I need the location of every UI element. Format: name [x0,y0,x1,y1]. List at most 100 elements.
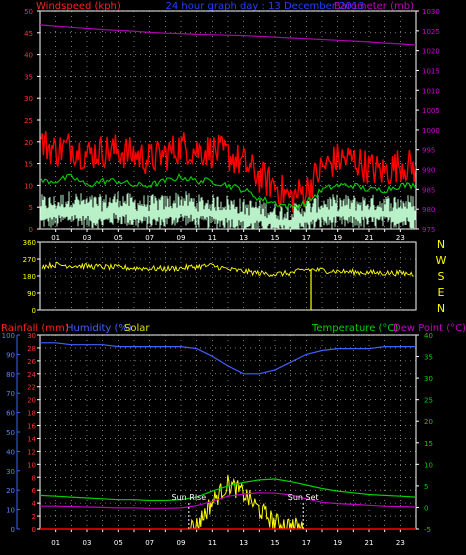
temp-hour-label: 19 [333,539,342,547]
humidity-tick-label: 20 [6,487,15,495]
sunrise-label: Sun Rise [172,493,207,502]
baro-tick-label: 975 [422,226,435,234]
barometer-line [39,24,417,46]
wind-tick-label: 15 [24,161,33,169]
direction-tick-label: 90 [27,290,36,298]
baro-tick-label: 1000 [422,127,440,135]
rainfall-tick-label: 22 [27,384,36,392]
rainfall-tick-label: 28 [27,345,36,353]
rainfall-tick-label: 20 [27,397,36,405]
rainfall-tick-label: 8 [32,474,36,482]
temperature-tick-label: 40 [424,332,433,340]
graph-title: 24 hour graph day : 13 December 2013 [166,1,365,12]
temperature-tick-label: -5 [424,526,431,534]
compass-label: N [437,302,445,315]
wind-hour-label: 11 [208,234,217,242]
humidity-tick-label: 80 [6,371,15,379]
humidity-tick-label: 0 [11,526,15,534]
baro-tick-label: 990 [422,167,435,175]
temperature-tick-label: 10 [424,461,433,469]
humidity-tick-label: 40 [6,448,15,456]
temp-hour-label: 21 [365,539,374,547]
wind-hour-label: 21 [365,234,374,242]
wind-hour-label: 13 [239,234,248,242]
average-wind-line [40,172,416,211]
solar-line [188,474,304,531]
barometer-axis-title: Barometer (mb) [334,1,414,12]
humidity-tick-label: 70 [6,390,15,398]
wind-hour-label: 17 [302,234,311,242]
humidity-tick-label: 100 [2,332,15,340]
temp-hour-label: 11 [208,539,217,547]
temperature-panel-frame [39,334,417,530]
wind-tick-label: 50 [24,8,33,16]
wind-tick-label: 30 [24,95,33,103]
minimum-wind-band [40,191,416,229]
temperature-axis-title: Temperature (°C) [311,323,398,334]
temp-hour-label: 13 [239,539,248,547]
rainfall-tick-label: 14 [27,435,36,443]
temperature-tick-label: 35 [424,354,433,362]
humidity-tick-label: 30 [6,468,15,476]
wind-hour-label: 15 [271,234,280,242]
baro-tick-label: 985 [422,186,435,194]
dewpoint-axis-title: Dew Point (°C) [393,323,466,334]
humidity-tick-label: 60 [6,410,15,418]
temperature-tick-label: 0 [424,504,428,512]
direction-tick-label: 270 [23,256,36,264]
baro-tick-label: 1030 [422,8,440,16]
temperature-tick-label: 20 [424,418,433,426]
temperature-line [39,478,417,502]
rainfall-tick-label: 10 [27,461,36,469]
solar-axis-title: Solar [124,323,150,334]
wind-hour-label: 23 [396,234,405,242]
compass-label: W [436,254,447,267]
axis-labels-group: 0510152025303540455097598098599099510001… [2,8,447,547]
gust-series-line [40,131,417,213]
direction-tick-label: 360 [23,239,36,247]
temp-hour-label: 07 [145,539,154,547]
baro-tick-label: 1025 [422,28,440,36]
rainfall-tick-label: 12 [27,448,36,456]
direction-tick-label: 0 [32,307,36,315]
wind-hour-label: 03 [83,234,92,242]
baro-tick-label: 995 [422,147,435,155]
temp-hour-label: 15 [271,539,280,547]
wind-tick-label: 35 [24,73,33,81]
wind-tick-label: 10 [24,182,33,190]
wind-tick-label: 0 [29,226,33,234]
baro-tick-label: 1010 [422,87,440,95]
wind-tick-label: 5 [29,204,33,212]
wind-hour-label: 01 [51,234,60,242]
rainfall-tick-label: 16 [27,423,36,431]
sunset-label: Sun Set [288,493,319,502]
temp-hour-label: 01 [51,539,60,547]
rainfall-tick-label: 4 [32,500,37,508]
windspeed-axis-title: Windspeed (kph) [36,1,121,12]
wind-series-group [39,24,417,229]
baro-tick-label: 1015 [422,67,440,75]
humidity-tick-label: 10 [6,507,15,515]
wind-hour-label: 09 [177,234,186,242]
rainfall-tick-label: 30 [27,332,36,340]
humidity-axis-title: Humidity (%) [66,323,132,334]
wind-hour-label: 19 [333,234,342,242]
compass-label: S [438,270,445,283]
rainfall-tick-label: 6 [32,487,37,495]
rainfall-tick-label: 18 [27,410,36,418]
temperature-tick-label: 5 [424,483,428,491]
temp-hour-label: 17 [302,539,311,547]
wind-grid [37,10,419,232]
temp-hour-label: 03 [83,539,92,547]
rainfall-tick-label: 2 [32,513,36,521]
temperature-series-group: Sun Rise Sun Set [39,342,417,531]
compass-label: N [437,238,445,251]
wind-tick-label: 40 [24,52,33,60]
temperature-tick-label: 25 [424,397,433,405]
wind-direction-line [41,261,414,278]
rainfall-tick-label: 0 [32,526,36,534]
temperature-tick-label: 30 [424,375,433,383]
direction-series-group [41,261,414,310]
compass-label: E [438,286,445,299]
